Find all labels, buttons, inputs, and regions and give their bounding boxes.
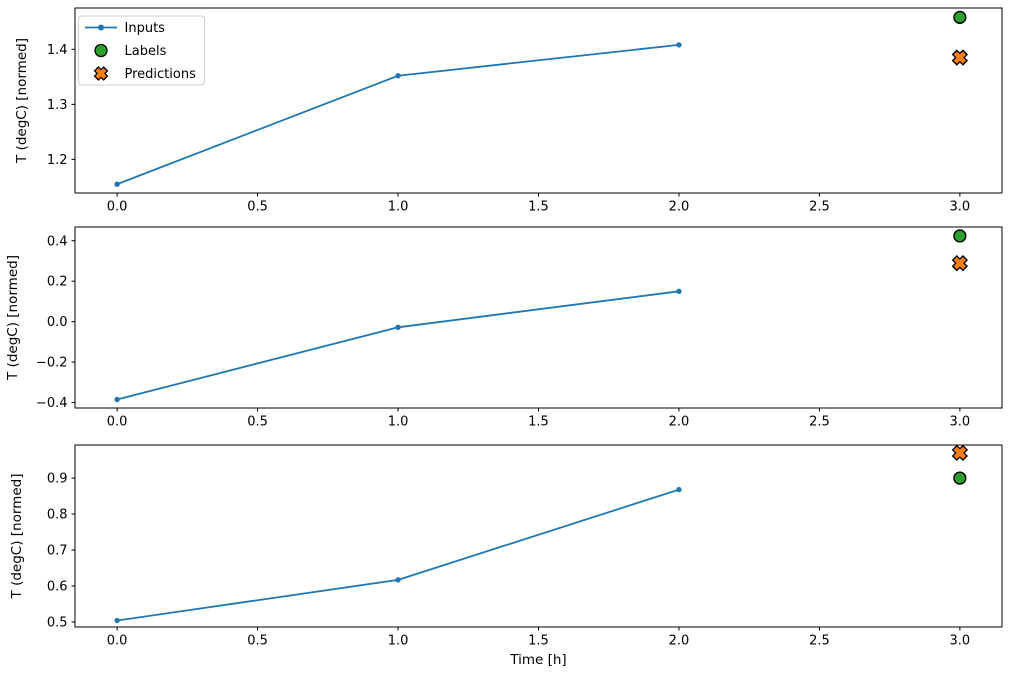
inputs-marker [676,42,682,48]
y-tick-label: 0.8 [47,508,68,523]
x-tick-label: 2.0 [669,415,690,430]
legend-x-sample [93,66,109,81]
legend-item-label: Predictions [125,67,197,82]
x-tick-label: 2.0 [669,634,690,649]
inputs-line [116,290,680,401]
legend-box [78,15,205,86]
x-tick-label: 1.0 [388,415,409,430]
x-tick-label: 1.0 [388,634,409,649]
legend-item-label: Inputs [125,21,166,36]
axes-frame [74,444,1003,628]
x-tick-label: 2.5 [809,415,830,430]
legend-dot-sample [98,24,104,31]
x-tick-label: 1.0 [388,200,409,215]
x-tick-label: 0.0 [107,415,128,430]
labels-marker [953,471,967,485]
legend-item-label: Labels [125,44,167,59]
x-tick-label: 1.5 [528,634,549,649]
y-tick-label: 0.2 [47,275,68,290]
legend-circle-sample [94,43,108,58]
y-axis-label: T (degC) [normed] [9,474,25,600]
y-tick-label: 1.2 [47,153,68,168]
x-tick-label: 2.5 [809,200,830,215]
x-tick-label: 0.5 [247,200,268,215]
legend: Inputs Labels Predictions [78,15,205,86]
x-tick-label: 0.0 [107,634,128,649]
x-tick-label: 3.0 [950,415,971,430]
y-axis-label: T (degC) [normed] [5,255,21,381]
x-axis-label: Time [h] [509,652,566,668]
x-tick-label: 0.0 [107,200,128,215]
x-tick-label: 2.0 [669,200,690,215]
subplot-3: 0.0 0.5 1.0 1.5 2.0 2.5 3.0 0.5 0.6 0.7 0.8 0.9 T (d… [9,444,1003,668]
x-tick-label: 1.5 [528,200,549,215]
x-tick-label: 0.5 [247,634,268,649]
y-tick-label: 0.9 [47,472,68,487]
predictions-marker [951,444,969,462]
y-tick-label: 0.5 [47,615,68,630]
x-tick-label: 2.5 [809,634,830,649]
inputs-marker [395,73,401,79]
y-tick-label: −0.2 [36,356,68,371]
legend-item-inputs: Inputs [85,21,165,36]
inputs-marker [395,577,401,583]
y-tick-label: 0.6 [47,579,68,594]
y-tick-label: −0.4 [36,396,68,411]
y-tick-label: 1.3 [47,98,68,113]
predictions-marker [951,255,969,272]
inputs-marker [676,288,682,295]
y-axis-label: T (degC) [normed] [14,38,30,164]
inputs-marker [114,617,120,624]
x-tick-label: 3.0 [950,634,971,649]
inputs-line [117,488,680,622]
predictions-marker [951,49,969,66]
y-tick-label: 0.4 [47,234,68,249]
inputs-marker [114,396,120,403]
y-tick-label: 1.4 [47,43,68,58]
axes-frame [74,226,1003,409]
inputs-marker [114,181,120,187]
x-tick-label: 1.5 [528,415,549,430]
labels-marker [953,229,967,243]
axes-frame [74,7,1003,194]
x-tick-label: 0.5 [247,415,268,430]
legend-item-predictions: Predictions [93,66,197,82]
labels-marker [953,10,967,24]
x-tick-label: 3.0 [950,200,971,215]
y-tick-label: 0.7 [47,544,68,559]
subplot-1: 0.0 0.5 1.0 1.5 2.0 2.5 3.0 1.2 1.3 1.4 T (degC) [… [14,7,1003,215]
legend-item-labels: Labels [94,43,167,59]
inputs-marker [676,486,682,493]
inputs-marker [395,324,401,331]
subplot-2: 0.0 0.5 1.0 1.5 2.0 2.5 3.0 −0.4 −0.2 0.0 0.2 0.4 T … [5,226,1003,430]
y-tick-label: 0.0 [47,315,68,330]
